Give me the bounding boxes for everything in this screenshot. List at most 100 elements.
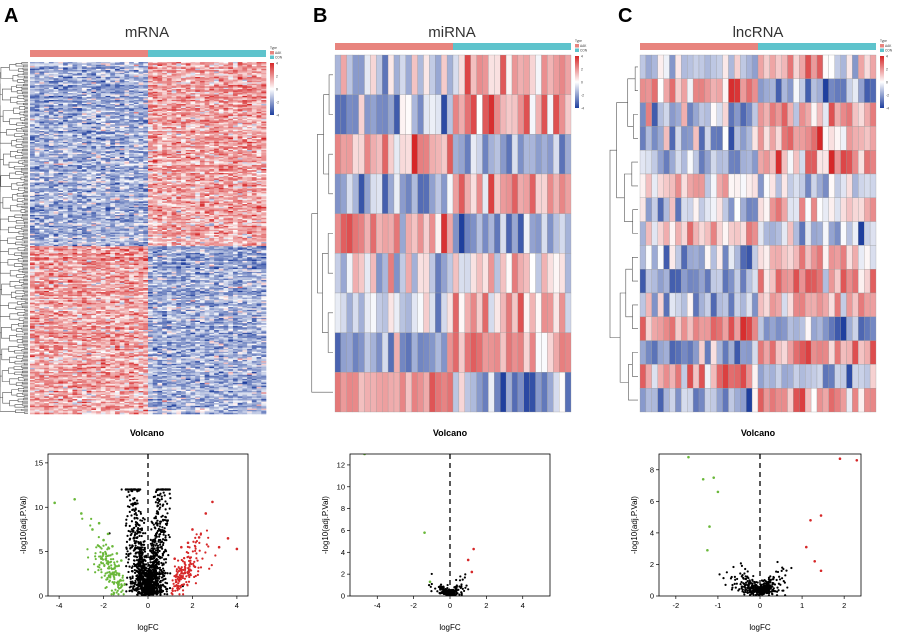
heatmap-cell: [67, 118, 73, 121]
heatmap-cell: [30, 78, 36, 80]
heatmap-cell: [86, 136, 92, 139]
heatmap-cell: [242, 148, 248, 151]
heatmap-cell: [157, 83, 163, 86]
heatmap-cell: [133, 64, 139, 67]
heatmap-cell: [143, 110, 149, 113]
heatmap-cell: [209, 63, 215, 65]
heatmap-cell: [34, 82, 40, 84]
heatmap-cell: [133, 158, 139, 160]
heatmap-cell: [30, 140, 36, 143]
heatmap-cell: [105, 108, 111, 110]
heatmap-cell: [133, 150, 139, 152]
heatmap-cell: [138, 72, 144, 75]
heatmap-cell: [181, 63, 187, 65]
heatmap-cell: [157, 126, 163, 129]
heatmap-cell: [209, 144, 215, 147]
heatmap-cell: [261, 143, 267, 145]
heatmap-cell: [261, 132, 267, 135]
heatmap-cell: [181, 139, 187, 141]
heatmap-cell: [30, 99, 36, 102]
heatmap-cell: [100, 120, 106, 122]
heatmap-cell: [114, 139, 120, 141]
heatmap-cell: [256, 70, 262, 72]
heatmap-cell: [162, 64, 168, 67]
heatmap-cell: [195, 70, 201, 72]
heatmap-cell: [176, 132, 182, 135]
heatmap-cell: [138, 139, 144, 141]
heatmap-cell: [110, 87, 116, 90]
heatmap-cell: [133, 148, 139, 151]
heatmap-cell: [242, 99, 248, 102]
heatmap-cell: [129, 64, 135, 67]
heatmap-cell: [86, 112, 92, 114]
heatmap-cell: [195, 124, 201, 126]
heatmap-cell: [81, 78, 87, 80]
heatmap-cell: [148, 126, 154, 129]
heatmap-cell: [214, 99, 220, 102]
heatmap-cell: [209, 124, 215, 126]
heatmap-cell: [152, 99, 158, 102]
heatmap-cell: [251, 140, 257, 143]
heatmap-cell: [44, 87, 50, 90]
heatmap-cell: [185, 121, 191, 124]
heatmap-cell: [53, 82, 59, 84]
heatmap-cell: [237, 70, 243, 72]
heatmap-cell: [214, 148, 220, 151]
heatmap-cell: [242, 97, 248, 99]
heatmap-cell: [48, 74, 54, 76]
heatmap-cell: [195, 137, 201, 140]
heatmap-cell: [166, 141, 172, 144]
heatmap-cell: [256, 110, 262, 113]
heatmap-cell: [63, 122, 69, 125]
heatmap-cell: [218, 131, 224, 133]
heatmap-cell: [242, 68, 248, 71]
heatmap-cell: [110, 122, 116, 125]
heatmap-cell: [58, 113, 64, 116]
heatmap-cell: [96, 75, 102, 78]
heatmap-cell: [256, 155, 262, 158]
heatmap-cell: [86, 113, 92, 116]
heatmap-cell: [209, 74, 215, 76]
heatmap-cell: [34, 63, 40, 65]
heatmap-cell: [124, 145, 130, 148]
heatmap-cell: [30, 72, 36, 75]
heatmap-cell: [204, 62, 210, 64]
heatmap-cell: [133, 101, 139, 103]
heatmap-cell: [247, 151, 253, 153]
heatmap-cell: [34, 64, 40, 67]
heatmap-cell: [242, 87, 248, 90]
heatmap-cell: [204, 76, 210, 79]
heatmap-cell: [157, 156, 163, 159]
heatmap-cell: [162, 74, 168, 76]
heatmap-cell: [119, 114, 125, 117]
heatmap-cell: [91, 90, 97, 93]
heatmap-cell: [148, 89, 154, 91]
heatmap-cell: [44, 102, 50, 105]
heatmap-cell: [100, 75, 106, 78]
heatmap-cell: [53, 87, 59, 90]
heatmap-cell: [119, 145, 125, 148]
heatmap-cell: [100, 154, 106, 156]
heatmap-cell: [242, 140, 248, 143]
heatmap-cell: [148, 83, 154, 86]
heatmap-cell: [110, 133, 116, 136]
heatmap-cell: [77, 63, 83, 65]
heatmap-cell: [199, 128, 205, 130]
heatmap-cell: [242, 109, 248, 112]
heatmap-cell: [218, 151, 224, 153]
heatmap-cell: [237, 121, 243, 124]
heatmap-cell: [34, 75, 40, 78]
heatmap-cell: [157, 90, 163, 93]
heatmap-cell: [110, 89, 116, 91]
heatmap-cell: [171, 67, 177, 70]
heatmap-cell: [166, 86, 172, 89]
heatmap-cell: [195, 129, 201, 132]
heatmap-cell: [214, 76, 220, 79]
heatmap-cell: [81, 102, 87, 105]
heatmap-cell: [48, 118, 54, 121]
heatmap-cell: [232, 76, 238, 79]
heatmap-cell: [77, 128, 83, 130]
heatmap-cell: [251, 94, 257, 97]
heatmap-cell: [34, 101, 40, 103]
heatmap-cell: [261, 154, 267, 156]
